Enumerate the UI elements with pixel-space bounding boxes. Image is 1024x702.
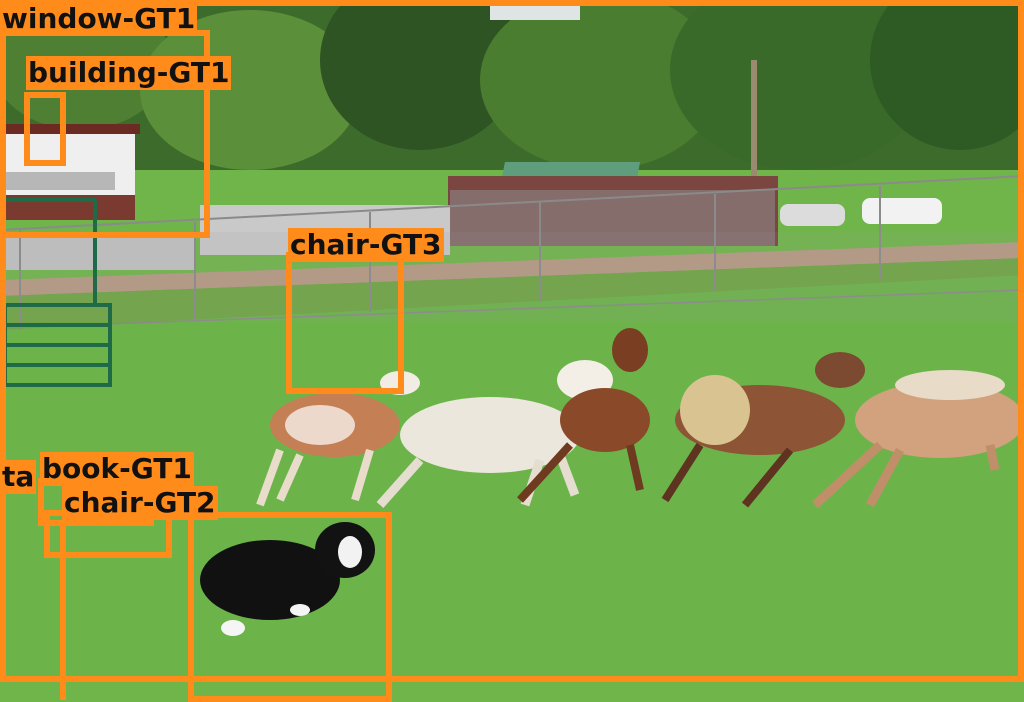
label-building: building-GT1 [26,56,232,90]
label-chair-3: chair-GT3 [288,228,444,262]
label-chair-2: chair-GT2 [62,486,218,520]
sheep-herd [256,328,1024,509]
label-book: book-GT1 [40,452,194,486]
green-gate [3,198,112,387]
chain-link-fence [0,175,1024,330]
car [780,204,845,226]
label-table-truncated: ta [0,460,37,494]
label-window: window-GT1 [0,2,198,36]
utility-pole [751,60,757,180]
border-collie-dog [200,522,375,636]
photo-scene [0,0,1024,636]
tree-line [0,0,1024,170]
annotation-box-frame [0,0,1024,682]
car [862,198,942,224]
annotation-box-window [24,92,66,166]
annotation-box-table [60,520,72,700]
dirt-track [0,242,1024,296]
